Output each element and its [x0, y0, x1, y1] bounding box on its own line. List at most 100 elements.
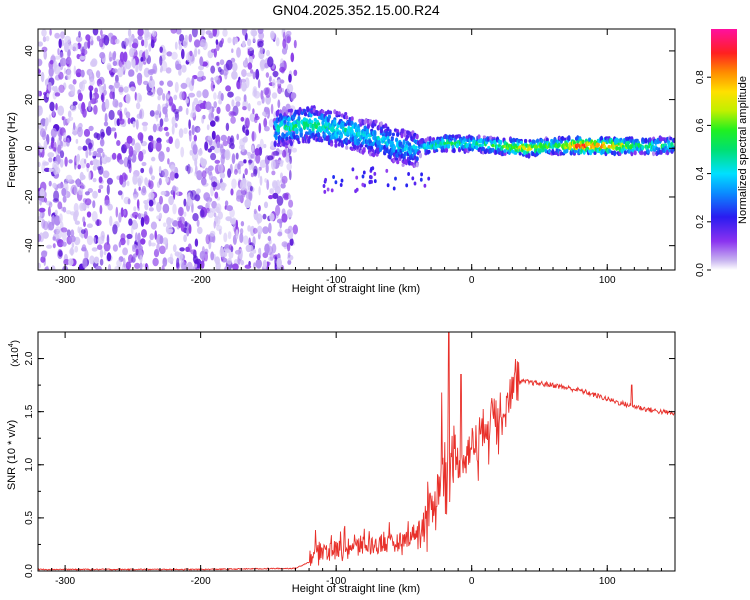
noise-cell [202, 114, 206, 120]
noise-cell [281, 106, 287, 114]
noise-cell [174, 172, 179, 179]
noise-cell [45, 265, 49, 270]
noise-cell [88, 142, 93, 150]
ridge-cell [322, 184, 326, 188]
noise-cell [213, 220, 216, 229]
noise-cell [170, 164, 176, 172]
noise-cell [220, 144, 224, 154]
ridge-cell [557, 142, 561, 148]
noise-cell [223, 232, 228, 243]
ridge-cell [289, 108, 293, 113]
noise-cell [207, 210, 214, 218]
noise-cell [266, 179, 270, 191]
noise-cell [190, 249, 197, 255]
noise-cell [75, 138, 79, 144]
noise-cell [53, 60, 58, 69]
noise-cell [255, 258, 262, 269]
noise-cell [141, 161, 147, 167]
noise-cell [97, 244, 103, 250]
noise-cell [204, 141, 209, 151]
ridge-cell [388, 130, 392, 137]
noise-cell [185, 246, 191, 252]
noise-cell [112, 60, 118, 66]
ridge-cell [414, 145, 418, 150]
noise-cell [181, 261, 187, 270]
noise-cell [112, 68, 118, 73]
noise-cell [66, 69, 72, 80]
noise-cell [263, 143, 267, 149]
noise-cell [112, 98, 119, 108]
noise-cell [231, 153, 236, 165]
noise-cell [151, 175, 155, 181]
ridge-cell [631, 148, 635, 153]
noise-cell [227, 231, 232, 240]
noise-cell [293, 69, 298, 77]
noise-cell [271, 159, 276, 170]
noise-cell [123, 174, 128, 181]
noise-cell [138, 186, 141, 191]
ridge-cell [627, 140, 631, 145]
noise-cell [84, 198, 92, 206]
noise-cell [180, 146, 185, 158]
noise-cell [287, 259, 292, 265]
noise-cell [255, 68, 260, 80]
noise-cell [43, 167, 51, 172]
noise-cell [43, 161, 49, 166]
noise-cell [58, 71, 64, 80]
x-tick-label: -200 [191, 275, 211, 286]
ridge-cell [306, 106, 310, 111]
ridge-cell [405, 134, 410, 139]
ridge-cell [644, 137, 648, 144]
svg-text:(x104): (x104) [8, 340, 21, 367]
ridge-cell [297, 119, 301, 126]
noise-cell [99, 138, 105, 147]
noise-cell [148, 192, 155, 200]
colorbar-tick-label: 0.6 [695, 118, 706, 132]
y-tick-label: 40 [24, 45, 35, 57]
noise-cell [140, 238, 146, 245]
noise-cell [58, 84, 65, 94]
noise-cell [114, 38, 120, 45]
noise-cell [59, 158, 64, 168]
noise-cell [61, 187, 67, 197]
noise-cell [120, 207, 124, 218]
noise-cell [133, 194, 138, 200]
noise-cell [237, 163, 241, 170]
ridge-cell [390, 137, 394, 141]
noise-cell [199, 102, 206, 109]
noise-cell [247, 48, 250, 56]
ridge-cell [357, 127, 361, 132]
noise-cell [248, 159, 253, 164]
noise-cell [165, 131, 170, 137]
noise-cell [42, 231, 49, 239]
noise-cell [106, 177, 113, 185]
noise-cell [166, 94, 170, 100]
noise-cell [264, 126, 270, 132]
noise-cell [190, 190, 197, 201]
ridge-cell [351, 167, 355, 172]
ridge-cell [503, 149, 507, 153]
noise-cell [137, 212, 142, 220]
ridge-cell [330, 142, 334, 147]
ridge-cell [355, 175, 359, 180]
noise-cell [62, 241, 67, 247]
ridge-cell [332, 175, 335, 179]
noise-cell [268, 195, 274, 200]
noise-cell [51, 215, 56, 226]
ridge-cell [633, 150, 637, 156]
noise-cell [259, 175, 263, 186]
noise-cell [41, 219, 46, 229]
noise-cell [185, 107, 189, 116]
snr-y-scale-exponent: 4 [8, 343, 15, 347]
noise-cell [287, 252, 291, 258]
noise-cell [256, 225, 263, 235]
noise-cell [108, 84, 114, 90]
noise-cell [158, 125, 163, 132]
noise-cell [74, 220, 80, 225]
noise-cell [92, 29, 99, 36]
noise-cell [144, 177, 149, 186]
ridge-cell [295, 129, 299, 134]
noise-cell [232, 62, 238, 72]
noise-cell [123, 209, 126, 216]
ridge-cell [565, 141, 569, 148]
